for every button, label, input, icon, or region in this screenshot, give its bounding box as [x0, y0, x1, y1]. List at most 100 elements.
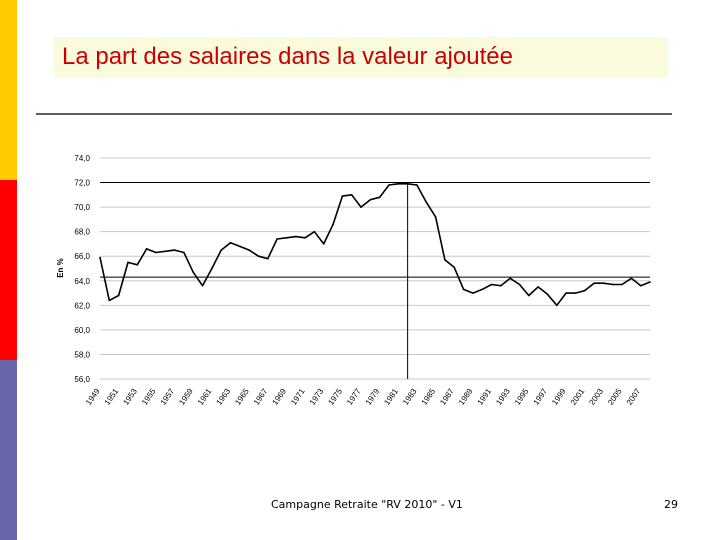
- x-tick-label: 1991: [476, 387, 494, 407]
- data-point: [285, 237, 288, 239]
- data-point: [360, 206, 362, 208]
- x-tick-labels: 1949 1951 1953 1955 1957 1959 1961 1963 1965 1967…: [84, 387, 643, 407]
- data-point: [350, 194, 353, 196]
- x-tick-label: 1971: [289, 387, 307, 407]
- data-point: [239, 245, 241, 248]
- data-point: [416, 184, 418, 186]
- data-point: [630, 277, 633, 280]
- data-point: [145, 248, 148, 250]
- data-point: [136, 264, 139, 266]
- data-point: [453, 266, 456, 269]
- data-point: [155, 251, 157, 254]
- x-tick-label: 1989: [457, 387, 475, 407]
- x-tick-label: 1965: [233, 387, 251, 407]
- data-point: [481, 288, 484, 291]
- y-tick-label: 74,0: [74, 154, 90, 163]
- data-point: [649, 281, 651, 283]
- data-point: [611, 283, 614, 286]
- data-point: [509, 277, 511, 280]
- data-point: [276, 238, 278, 240]
- title-box: La part des salaires dans la valeur ajou…: [54, 37, 668, 78]
- x-tick-label: 1959: [177, 387, 195, 407]
- data-point: [322, 243, 325, 245]
- data-point: [99, 256, 101, 259]
- y-tick-label: 56,0: [74, 375, 90, 384]
- x-tick-label: 1961: [196, 387, 214, 407]
- page-number: 29: [664, 498, 678, 511]
- data-point: [127, 261, 129, 264]
- data-point: [546, 293, 549, 296]
- data-point: [472, 292, 474, 294]
- y-tick-label: 58,0: [74, 350, 90, 359]
- y-axis-label: En %: [56, 258, 65, 278]
- x-tick-label: 2003: [587, 387, 605, 407]
- data-point: [164, 250, 167, 253]
- data-point: [555, 304, 558, 307]
- x-tick-label: 1957: [159, 387, 177, 407]
- data-point: [117, 294, 120, 297]
- data-point: [229, 241, 232, 244]
- data-point: [406, 182, 409, 185]
- grid-layer: [100, 157, 650, 380]
- x-tick-label: 2007: [625, 387, 643, 407]
- x-tick-label: 1987: [438, 387, 456, 407]
- x-tick-label: 1975: [326, 387, 344, 407]
- x-tick-label: 2005: [606, 387, 624, 407]
- x-tick-label: 1995: [513, 387, 531, 407]
- x-tick-label: 2001: [569, 387, 587, 407]
- data-point: [369, 198, 372, 201]
- data-point: [434, 216, 437, 218]
- x-tick-label: 1951: [103, 387, 121, 407]
- data-point: [266, 257, 269, 260]
- data-point: [257, 255, 260, 258]
- data-point: [201, 284, 204, 287]
- x-tick-label: 1993: [494, 387, 512, 407]
- slide-title: La part des salaires dans la valeur ajou…: [62, 43, 513, 70]
- x-tick-label: 1983: [401, 387, 419, 407]
- x-tick-label: 1963: [215, 387, 233, 407]
- x-tick-label: 1985: [420, 387, 438, 407]
- x-tick-label: 1979: [364, 387, 382, 407]
- data-point: [462, 288, 465, 291]
- data-point: [593, 282, 595, 285]
- data-point: [425, 201, 428, 203]
- data-point: [313, 230, 316, 233]
- footer-text: Campagne Retraite "RV 2010" - V1: [271, 498, 463, 511]
- x-tick-label: 1967: [252, 387, 270, 407]
- y-tick-label: 70,0: [74, 203, 90, 212]
- x-tick-label: 1949: [84, 387, 102, 407]
- y-tick-label: 72,0: [74, 179, 90, 188]
- data-point: [574, 292, 577, 294]
- x-tick-label: 1955: [140, 387, 158, 407]
- reference-lines: [100, 182, 650, 379]
- data-point: [444, 259, 446, 261]
- data-point: [518, 283, 521, 286]
- y-tick-label: 66,0: [74, 252, 90, 261]
- accent-bar-red: [0, 180, 17, 360]
- data-point: [211, 267, 213, 270]
- data-point: [220, 249, 222, 251]
- title-divider: [36, 113, 672, 115]
- x-tick-label: 1953: [121, 387, 139, 407]
- data-point: [397, 182, 400, 185]
- y-tick-label: 60,0: [74, 326, 90, 335]
- data-point: [500, 284, 502, 287]
- y-tick-label: 62,0: [74, 301, 90, 310]
- x-tick-label: 1973: [308, 387, 326, 407]
- data-point: [173, 249, 176, 251]
- data-point: [378, 196, 381, 199]
- data-point: [294, 235, 297, 238]
- data-point: [621, 283, 623, 286]
- x-tick-label: 1981: [382, 387, 400, 407]
- data-point: [332, 223, 334, 226]
- x-tick-label: 1977: [345, 387, 363, 407]
- series-line: [99, 183, 651, 307]
- y-tick-labels: 74,0 72,0 70,0 68,0 66,0 64,0 62,0 60,0 58,0 56,0: [74, 154, 90, 384]
- accent-bar-yellow: [0, 0, 17, 180]
- series-layer: [99, 182, 651, 307]
- data-point: [537, 286, 539, 288]
- data-point: [639, 284, 642, 287]
- data-point: [490, 283, 493, 286]
- accent-bar-blue: [0, 360, 17, 540]
